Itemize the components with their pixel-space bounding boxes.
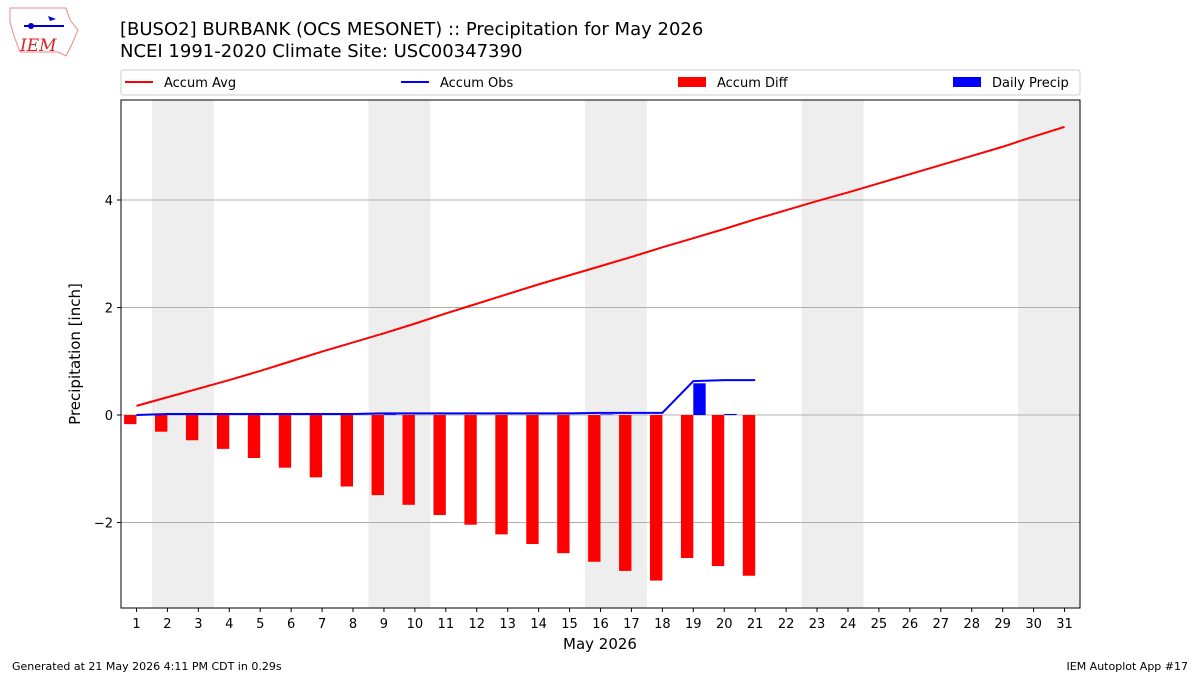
- x-tick-label: 29: [994, 617, 1011, 632]
- x-tick-label: 12: [468, 617, 485, 632]
- line: [136, 125, 1065, 407]
- x-tick-label: 6: [287, 617, 295, 632]
- x-tick-label: 28: [963, 617, 980, 632]
- bar: [711, 415, 725, 567]
- x-tick-label: 4: [225, 617, 233, 632]
- x-tick-label: 8: [349, 617, 357, 632]
- legend-label: Accum Avg: [164, 76, 236, 91]
- x-tick-label: 1: [132, 617, 140, 632]
- bar: [155, 415, 168, 432]
- legend-swatch: [953, 77, 981, 87]
- bar: [526, 415, 539, 545]
- legend-label: Daily Precip: [992, 76, 1069, 91]
- x-tick-label: 16: [592, 617, 609, 632]
- x-tick-label: 2: [163, 617, 171, 632]
- x-tick-label: 24: [840, 617, 857, 632]
- x-tick-label: 14: [530, 617, 547, 632]
- logo: IEM: [9, 7, 79, 57]
- chart-title: [BUSO2] BURBANK (OCS MESONET) :: Precipi…: [120, 19, 703, 40]
- bar: [433, 415, 446, 516]
- x-tick-label: 20: [716, 617, 733, 632]
- bar: [371, 415, 384, 496]
- line: [136, 379, 756, 417]
- x-tick-label: 27: [933, 617, 950, 632]
- y-tick-label: 4: [105, 194, 113, 209]
- bar: [693, 383, 706, 416]
- logo-text: IEM: [19, 36, 57, 56]
- y-axis-label: Precipitation [inch]: [66, 283, 84, 425]
- y-tick-label: −2: [94, 517, 113, 532]
- footer-right: IEM Autoplot App #17: [1067, 660, 1189, 673]
- x-axis-label: May 2026: [563, 635, 637, 653]
- x-tick-label: 9: [380, 617, 388, 632]
- weekend-band: [801, 100, 864, 608]
- x-tick-label: 18: [654, 617, 671, 632]
- bar: [557, 415, 570, 554]
- legend-swatch: [678, 77, 706, 87]
- bar: [309, 415, 323, 478]
- x-tick-label: 3: [194, 617, 202, 632]
- x-tick-label: 21: [747, 617, 764, 632]
- bar: [340, 415, 354, 487]
- legend-label: Accum Diff: [717, 76, 789, 91]
- bar: [464, 415, 477, 525]
- bar: [588, 415, 601, 562]
- bar: [185, 415, 199, 441]
- bar: [495, 415, 508, 535]
- x-tick-label: 5: [256, 617, 264, 632]
- x-tick-label: 7: [318, 617, 326, 632]
- bar: [216, 415, 230, 449]
- x-tick-label: 30: [1025, 617, 1042, 632]
- y-tick-label: 2: [105, 302, 113, 317]
- x-tick-label: 13: [499, 617, 516, 632]
- bar: [619, 415, 632, 571]
- bar: [600, 414, 613, 416]
- bar: [649, 415, 663, 581]
- bar: [402, 415, 415, 505]
- x-tick-label: 25: [871, 617, 888, 632]
- bar: [278, 415, 292, 468]
- legend: [120, 69, 1081, 96]
- chart-subtitle: NCEI 1991-2020 Climate Site: USC00347390: [120, 41, 522, 62]
- x-tick-label: 19: [685, 617, 702, 632]
- bar: [680, 415, 694, 559]
- x-tick-label: 23: [809, 617, 826, 632]
- legend-label: Accum Obs: [440, 76, 513, 91]
- x-tick-label: 11: [438, 617, 455, 632]
- x-tick-label: 10: [407, 617, 424, 632]
- x-tick-label: 22: [778, 617, 795, 632]
- weekend-band: [151, 100, 214, 608]
- bar: [742, 415, 756, 576]
- x-tick-label: 31: [1056, 617, 1073, 632]
- plot-frame: [120, 99, 1081, 609]
- x-tick-label: 15: [561, 617, 578, 632]
- x-tick-label: 17: [623, 617, 640, 632]
- bar: [247, 415, 261, 459]
- bar: [383, 414, 397, 416]
- bar: [124, 415, 137, 425]
- bar: [724, 413, 737, 416]
- weekend-band: [1018, 100, 1080, 608]
- weekend-band: [368, 100, 431, 608]
- footer-left: Generated at 21 May 2026 4:11 PM CDT in …: [12, 660, 282, 673]
- x-tick-label: 26: [902, 617, 919, 632]
- y-tick-label: 0: [105, 409, 113, 424]
